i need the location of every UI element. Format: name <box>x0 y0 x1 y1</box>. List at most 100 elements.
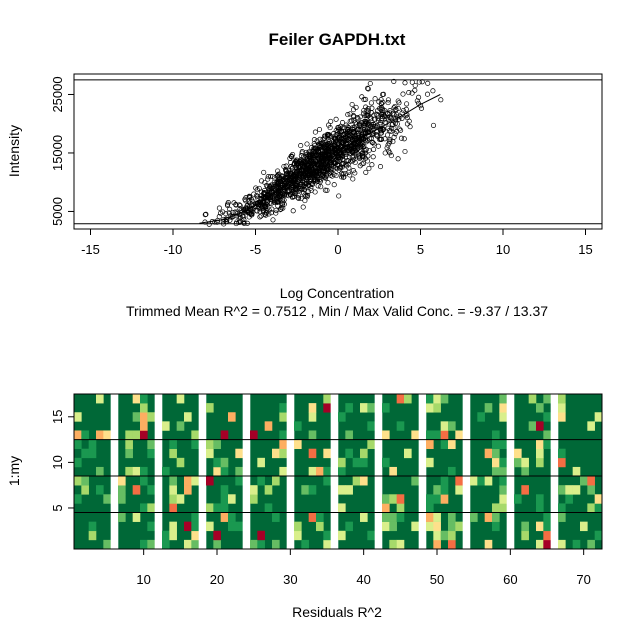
scatter-subtitle: Trimmed Mean R^2 = 0.7512 , Min / Max Va… <box>126 303 548 319</box>
scatter-point <box>306 149 312 155</box>
heatmap-cell <box>140 476 148 486</box>
scatter-point <box>380 91 387 97</box>
heatmap-cell <box>404 394 412 404</box>
heatmap-cell <box>367 439 375 450</box>
heatmap-cell <box>118 485 126 495</box>
heatmap-cell <box>169 439 177 450</box>
scatter-point <box>324 142 330 148</box>
heatmap-cell <box>580 476 588 486</box>
heatmap-cell <box>345 485 353 495</box>
heatmap-cell <box>132 394 141 404</box>
scatter-point <box>290 151 296 158</box>
heatmap-cell <box>206 439 214 450</box>
heatmap-cell <box>536 439 544 450</box>
heatmap-cell <box>118 512 126 522</box>
scatter-point <box>319 173 325 179</box>
heatmap-cell <box>81 448 89 459</box>
heatmap-cell <box>132 466 141 477</box>
scatter-point <box>379 111 385 118</box>
heatmap-cell <box>235 448 243 459</box>
scatter-point <box>227 206 233 212</box>
heatmap-cell <box>294 521 302 532</box>
scatter-point <box>298 186 304 192</box>
scatter-point <box>327 158 333 164</box>
heatmap-cell <box>367 403 375 413</box>
heatmap-cell <box>184 539 192 550</box>
scatter-point <box>295 195 301 201</box>
heatmap-cell <box>558 512 566 522</box>
heatmap-cell <box>191 530 199 541</box>
scatter-point <box>353 121 360 127</box>
scatter-point <box>318 164 324 170</box>
scatter-point <box>346 169 352 175</box>
scatter-point <box>321 164 327 170</box>
scatter-point <box>316 177 322 183</box>
heatmap-cell <box>191 521 199 532</box>
scatter-point <box>371 112 377 118</box>
heatmap-cell <box>308 412 317 422</box>
heatmap-cell <box>499 485 507 495</box>
heatmap-cell <box>521 466 529 477</box>
scatter-point <box>339 139 345 145</box>
scatter-point <box>359 161 365 167</box>
heatmap-cell <box>213 457 221 468</box>
heatmap-cell <box>220 430 229 440</box>
heatmap-cell <box>220 457 229 468</box>
scatter-point <box>336 134 342 140</box>
scatter-point <box>284 182 290 188</box>
heatmap-cell <box>477 476 485 486</box>
scatter-point <box>296 195 302 201</box>
heatmap-cell <box>140 394 148 404</box>
scatter-point <box>287 170 293 176</box>
heatmap-separator-column <box>286 394 295 549</box>
heatmap-cell <box>565 494 573 504</box>
heatmap-cell <box>162 466 170 477</box>
heatmap-cell <box>492 521 500 532</box>
scatter-point <box>395 156 401 162</box>
heatmap-cell <box>448 421 456 431</box>
scatter-point <box>380 127 386 133</box>
heatmap-cell <box>382 521 390 532</box>
heatmap-cell <box>558 457 566 468</box>
scatter-point <box>253 193 260 199</box>
scatter-point <box>264 199 270 205</box>
heatmap-separator-column <box>506 394 515 549</box>
x-tick-label: 70 <box>576 572 590 587</box>
heatmap-cell <box>103 430 111 440</box>
heatmap-cell <box>360 476 368 486</box>
heatmap-cell <box>426 403 434 413</box>
scatter-point <box>351 118 357 124</box>
heatmap-cell <box>587 539 595 550</box>
heatmap-cell <box>543 394 551 404</box>
heatmap-cell <box>455 521 463 532</box>
heatmap-cell <box>426 521 434 532</box>
scatter-point <box>345 132 351 139</box>
heatmap-cell <box>572 539 581 550</box>
y-tick-label: 10 <box>50 455 65 469</box>
scatter-point <box>295 185 301 191</box>
heatmap-cell <box>74 412 82 422</box>
scatter-point <box>263 212 269 218</box>
heatmap-cell <box>301 539 309 550</box>
scatter-point <box>424 91 431 97</box>
scatter-point <box>391 78 397 84</box>
heatmap-cell <box>74 457 82 468</box>
heatmap-cell <box>272 476 280 486</box>
scatter-point <box>313 152 319 158</box>
scatter-point <box>266 207 272 213</box>
heatmap-cell <box>279 412 287 422</box>
heatmap-cell <box>264 421 273 431</box>
heatmap-cell <box>81 476 89 486</box>
scatter-point <box>395 98 401 104</box>
heatmap-cell <box>396 512 405 522</box>
scatter-point <box>322 135 328 141</box>
scatter-x-axis-label: Log Concentration <box>280 285 394 301</box>
heatmap-cell <box>484 403 493 413</box>
scatter-point <box>303 149 309 155</box>
heatmap-cell <box>125 430 133 440</box>
scatter-point <box>329 173 335 179</box>
heatmap-cell <box>81 430 89 440</box>
scatter-point <box>304 156 310 162</box>
scatter-point <box>232 209 238 215</box>
heatmap-cell <box>426 439 434 450</box>
